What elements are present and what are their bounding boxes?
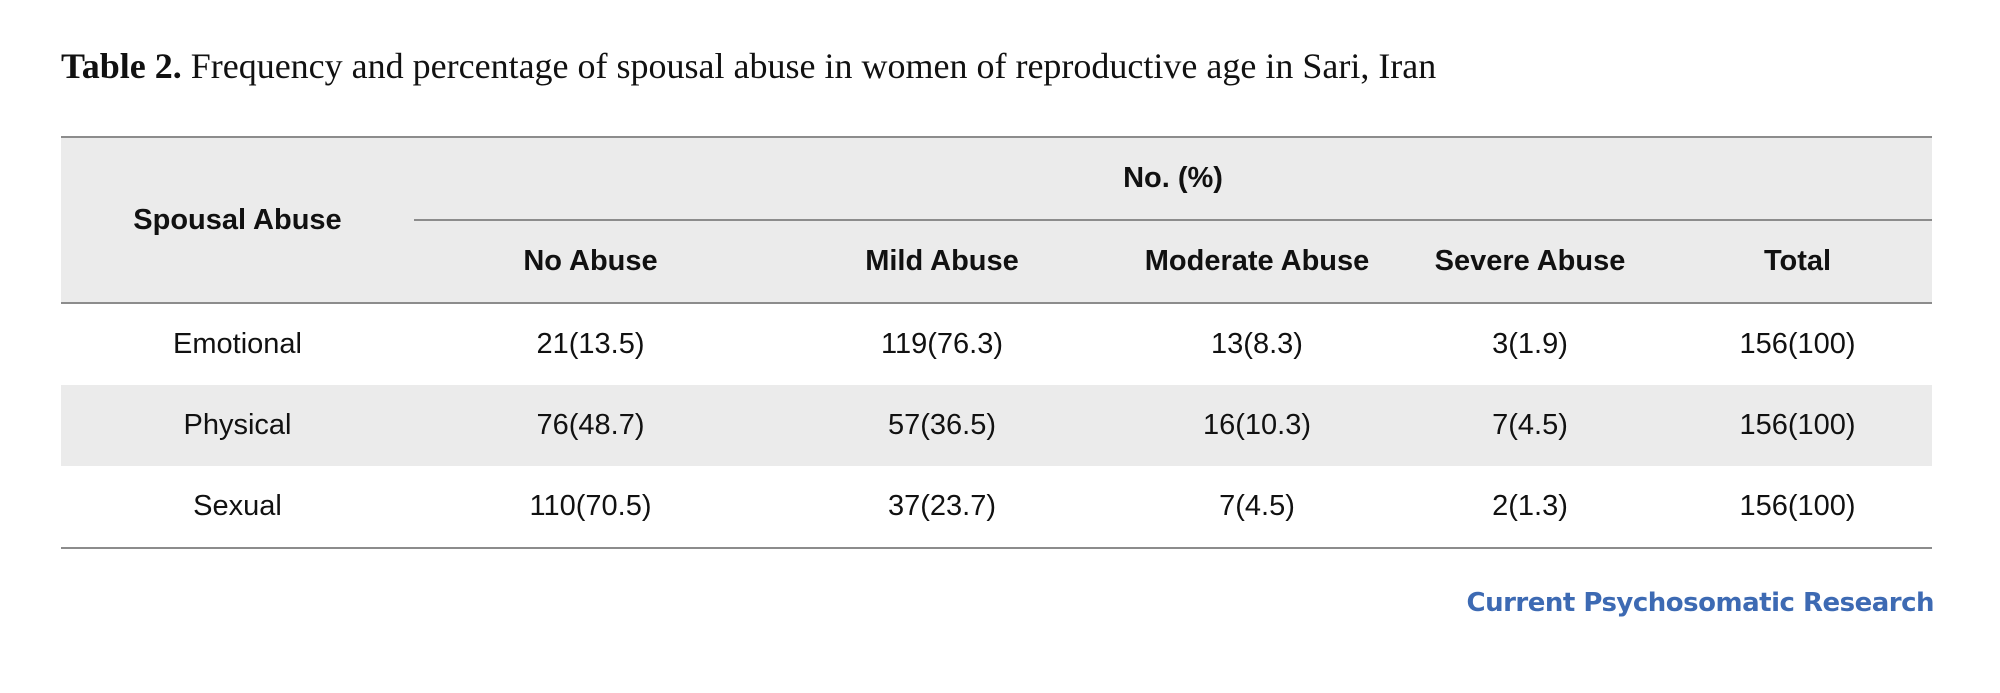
table-cell: 76(48.7) bbox=[414, 385, 767, 466]
table-cell: 2(1.3) bbox=[1397, 466, 1663, 549]
column-header-severe-abuse: Severe Abuse bbox=[1397, 220, 1663, 304]
table-cell: 7(4.5) bbox=[1397, 385, 1663, 466]
row-label: Physical bbox=[61, 385, 414, 466]
spousal-abuse-table: Spousal Abuse No. (%) No Abuse Mild Abus… bbox=[61, 136, 1933, 549]
table-row: Emotional 21(13.5) 119(76.3) 13(8.3) 3(1… bbox=[61, 303, 1932, 385]
table-cell: 156(100) bbox=[1739, 328, 1856, 360]
table-cell: 57(36.5) bbox=[767, 385, 1117, 466]
table-cell: 119(76.3) bbox=[881, 328, 1003, 360]
table-cell: 37(23.7) bbox=[767, 466, 1117, 549]
table-header: Spousal Abuse No. (%) No Abuse Mild Abus… bbox=[61, 136, 1933, 304]
table-cell: 16(10.3) bbox=[1117, 385, 1397, 466]
table-cell: 156(100) bbox=[1663, 385, 1933, 466]
table-row: Sexual 110(70.5) 37(23.7) 7(4.5) 2(1.3) … bbox=[61, 466, 1933, 549]
journal-brand-logo: Current Psychosomatic Research bbox=[1466, 588, 1935, 618]
table-row: Physical 76(48.7) 57(36.5) 16(10.3) 7(4.… bbox=[61, 385, 1933, 466]
row-label: Sexual bbox=[61, 466, 414, 549]
table-cell: 7(4.5) bbox=[1117, 466, 1397, 549]
caption-label: Table 2. bbox=[61, 46, 182, 86]
table-caption: Table 2. Frequency and percentage of spo… bbox=[61, 42, 1436, 90]
caption-text: Frequency and percentage of spousal abus… bbox=[190, 46, 1437, 86]
column-header-no-abuse: No Abuse bbox=[414, 220, 767, 304]
table-cell: 3(1.9) bbox=[1492, 328, 1568, 360]
table-cell: 156(100) bbox=[1663, 466, 1933, 549]
column-header-mild-abuse: Mild Abuse bbox=[767, 220, 1117, 304]
row-label: Emotional bbox=[173, 328, 302, 360]
group-header: No. (%) bbox=[414, 136, 1933, 221]
data-table-container: Spousal Abuse No. (%) No Abuse Mild Abus… bbox=[61, 136, 1933, 549]
table-cell: 21(13.5) bbox=[536, 328, 645, 360]
table-cell: 13(8.3) bbox=[1211, 328, 1303, 360]
table-cell: 110(70.5) bbox=[414, 466, 767, 549]
column-header-total: Total bbox=[1663, 220, 1933, 304]
row-header-label: Spousal Abuse bbox=[61, 136, 414, 304]
column-header-moderate-abuse: Moderate Abuse bbox=[1117, 220, 1397, 304]
table-body: Emotional 21(13.5) 119(76.3) 13(8.3) 3(1… bbox=[61, 303, 1933, 549]
